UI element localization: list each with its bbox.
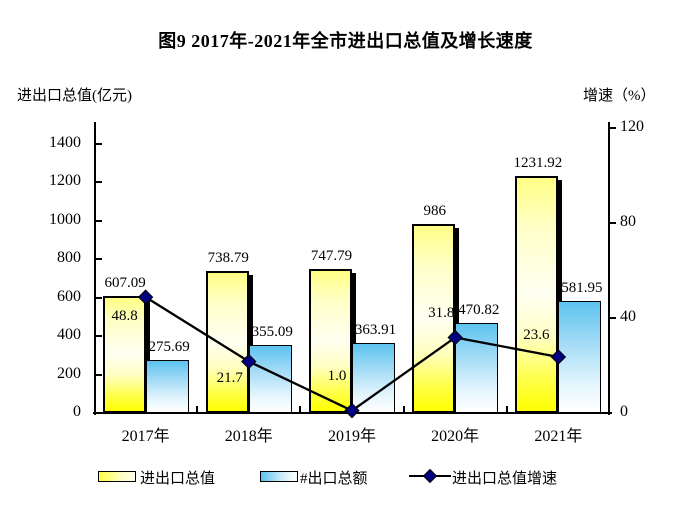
chart-title: 图9 2017年-2021年全市进出口总值及增长速度: [158, 31, 533, 51]
line-value-label-growth-rate: 23.6: [523, 326, 550, 343]
line-value-label-growth-rate: 21.7: [216, 370, 243, 387]
left-axis-tick: [95, 219, 102, 222]
bar-value-label-import-export-total: 607.09: [104, 275, 146, 292]
left-axis-tick-label: 1400: [49, 134, 81, 151]
bar-import-export-total: [515, 176, 559, 413]
bar-value-label-import-export-total: 1231.92: [513, 155, 563, 172]
legend-swatch-export-total-icon: [260, 471, 298, 482]
right-axis-tick-label: 0: [620, 403, 628, 420]
left-axis-tick-label: 800: [57, 249, 81, 267]
left-axis-tick-label: 600: [57, 287, 81, 305]
right-axis-tick: [608, 127, 616, 129]
right-axis-tick: [608, 317, 616, 319]
x-axis-tick: [196, 406, 199, 413]
bar-value-label-import-export-total: 738.79: [207, 250, 249, 267]
bar-value-label-export-total: 581.95: [561, 280, 603, 297]
left-axis-tick: [95, 181, 102, 184]
left-axis-tick: [95, 143, 102, 145]
left-axis-tick-label: 1000: [49, 210, 81, 228]
bar-value-label-export-total: 355.09: [251, 323, 293, 340]
x-axis-category-label: 2019年: [327, 428, 377, 445]
x-axis-category-label: 2021年: [534, 428, 583, 445]
bar-import-export-total: [205, 271, 249, 413]
right-axis-tick-label: 40: [620, 308, 636, 325]
left-axis-tick-label: 0: [73, 403, 81, 420]
x-axis-tick: [402, 406, 405, 413]
x-axis-category-label: 2020年: [431, 428, 480, 445]
legend-line-diamond-icon: [409, 469, 451, 483]
bar-value-label-export-total: 470.82: [458, 301, 500, 318]
bar-value-label-export-total: 363.91: [354, 322, 397, 339]
x-axis-category-label: 2018年: [224, 428, 273, 445]
right-axis-title: 增速（%）: [583, 88, 656, 104]
right-axis-line: [608, 122, 610, 415]
bar-value-label-import-export-total: 986: [423, 202, 446, 219]
right-axis-tick: [608, 222, 616, 224]
left-axis-tick-label: 400: [57, 326, 81, 344]
right-axis-tick-label: 120: [620, 118, 644, 135]
right-axis-tick-label: 80: [620, 213, 636, 230]
x-axis-category-label: 2017年: [121, 428, 170, 445]
left-axis-tick: [95, 296, 102, 299]
left-axis-tick: [95, 373, 102, 376]
bar-export-total: [145, 360, 189, 413]
x-axis-tick: [299, 406, 302, 413]
bar-export-total: [455, 322, 499, 413]
line-value-label-growth-rate: 48.8: [111, 308, 138, 325]
bar-value-label-import-export-total: 747.79: [310, 248, 353, 265]
line-value-label-growth-rate: 1.0: [327, 367, 347, 384]
line-value-label-growth-rate: 31.8: [428, 305, 455, 322]
bar-import-export-total: [102, 296, 146, 413]
legend-label-import-export-total: 进出口总值: [140, 471, 216, 487]
left-axis-tick-label: 200: [57, 364, 81, 382]
left-axis-tick: [95, 335, 102, 338]
x-axis-tick: [505, 406, 508, 413]
bar-export-total: [352, 343, 395, 413]
legend-label-growth-rate: 进出口总值增速: [452, 471, 558, 487]
left-axis-line: [94, 122, 96, 415]
bar-import-export-total: [309, 269, 352, 413]
legend-label-export-total: #出口总额: [300, 471, 368, 487]
left-axis-tick-label: 1200: [49, 172, 81, 190]
bar-value-label-export-total: 275.69: [148, 339, 190, 356]
bar-export-total: [248, 344, 292, 413]
legend-swatch-import-export-total-icon: [98, 471, 136, 482]
left-axis-tick: [95, 258, 102, 261]
bar-export-total: [558, 301, 602, 413]
left-axis-title: 进出口总值(亿元): [17, 88, 132, 104]
